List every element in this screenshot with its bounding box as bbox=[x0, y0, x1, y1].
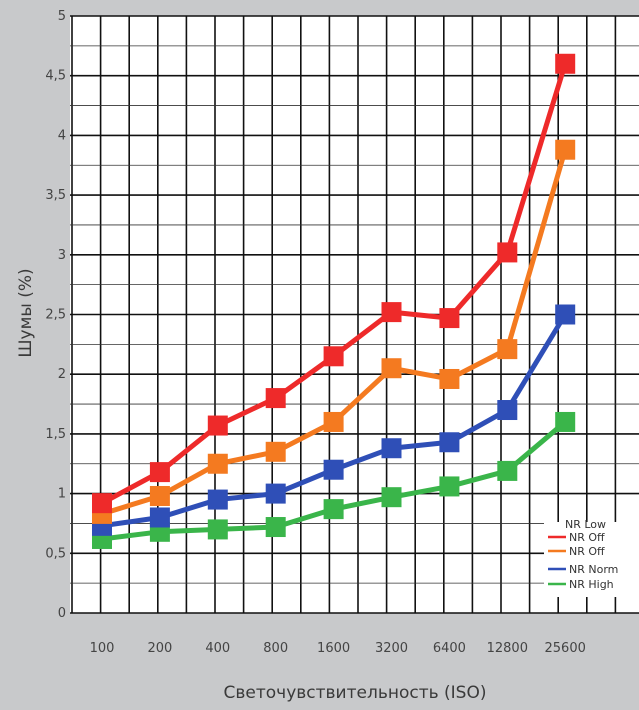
data-point bbox=[265, 483, 286, 504]
x-tick-label: 1600 bbox=[317, 641, 350, 656]
data-point bbox=[323, 459, 344, 480]
data-point bbox=[497, 242, 518, 263]
data-point bbox=[381, 302, 402, 323]
data-point bbox=[381, 358, 402, 379]
data-point bbox=[149, 462, 170, 483]
x-tick-label: 400 bbox=[205, 641, 230, 656]
data-point bbox=[149, 485, 170, 506]
data-point bbox=[323, 346, 344, 367]
data-point bbox=[323, 411, 344, 432]
y-tick-label: 4 bbox=[58, 128, 66, 143]
x-tick-label: 800 bbox=[263, 641, 288, 656]
legend-entry: NR Off bbox=[569, 545, 605, 558]
x-tick-label: 100 bbox=[90, 641, 115, 656]
data-point bbox=[497, 339, 518, 360]
data-point bbox=[555, 53, 576, 74]
data-point bbox=[149, 507, 170, 528]
data-point bbox=[555, 411, 576, 432]
y-tick-label: 2,5 bbox=[45, 308, 66, 323]
data-point bbox=[381, 487, 402, 508]
series-nr-off bbox=[92, 139, 576, 524]
x-tick-label: 6400 bbox=[433, 641, 466, 656]
y-tick-label: 5 bbox=[58, 9, 66, 24]
data-point bbox=[497, 400, 518, 421]
x-tick-label: 3200 bbox=[375, 641, 408, 656]
data-point bbox=[207, 489, 228, 510]
data-point bbox=[497, 460, 518, 481]
data-point bbox=[555, 304, 576, 325]
data-point bbox=[555, 139, 576, 160]
series-group bbox=[92, 53, 576, 549]
y-axis-label: Шумы (%) bbox=[16, 268, 36, 357]
y-tick-label: 3,5 bbox=[45, 188, 66, 203]
y-tick-label: 4,5 bbox=[45, 69, 66, 84]
data-point bbox=[323, 499, 344, 520]
x-axis-label: Светочувствительность (ISO) bbox=[224, 683, 487, 703]
data-point bbox=[381, 438, 402, 459]
grid bbox=[70, 15, 639, 614]
data-point bbox=[207, 519, 228, 540]
data-point bbox=[439, 368, 460, 389]
data-point bbox=[265, 441, 286, 462]
x-tick-labels: 100 200 400 800 1600 3200 6400 12800 25600 bbox=[90, 641, 586, 656]
data-point bbox=[265, 388, 286, 409]
y-tick-label: 0 bbox=[58, 606, 66, 621]
data-point bbox=[439, 432, 460, 453]
series-nr-norm bbox=[92, 304, 576, 536]
data-point bbox=[207, 415, 228, 436]
y-tick-label: 2 bbox=[58, 367, 66, 382]
x-tick-label: 12800 bbox=[487, 641, 528, 656]
data-point bbox=[92, 493, 112, 514]
y-tick-label: 1 bbox=[58, 487, 66, 502]
legend-entry: NR Off bbox=[569, 531, 605, 544]
data-point bbox=[439, 476, 460, 497]
y-tick-label: 3 bbox=[58, 248, 66, 263]
y-tick-label: 0,5 bbox=[45, 546, 66, 561]
x-tick-label: 25600 bbox=[545, 641, 586, 656]
legend-entry: NR Norm bbox=[569, 563, 618, 576]
legend-entry: NR Low bbox=[565, 518, 606, 531]
series-nr-low bbox=[92, 53, 576, 514]
y-tick-label: 1,5 bbox=[45, 427, 66, 442]
legend-entry: NR High bbox=[569, 578, 614, 591]
data-point bbox=[207, 453, 228, 474]
y-tick-labels: 0 0,5 1 1,5 2 2,5 3 3,5 4 4,5 5 bbox=[45, 9, 66, 621]
data-point bbox=[439, 308, 460, 329]
data-point bbox=[265, 517, 286, 538]
x-tick-label: 200 bbox=[147, 641, 172, 656]
